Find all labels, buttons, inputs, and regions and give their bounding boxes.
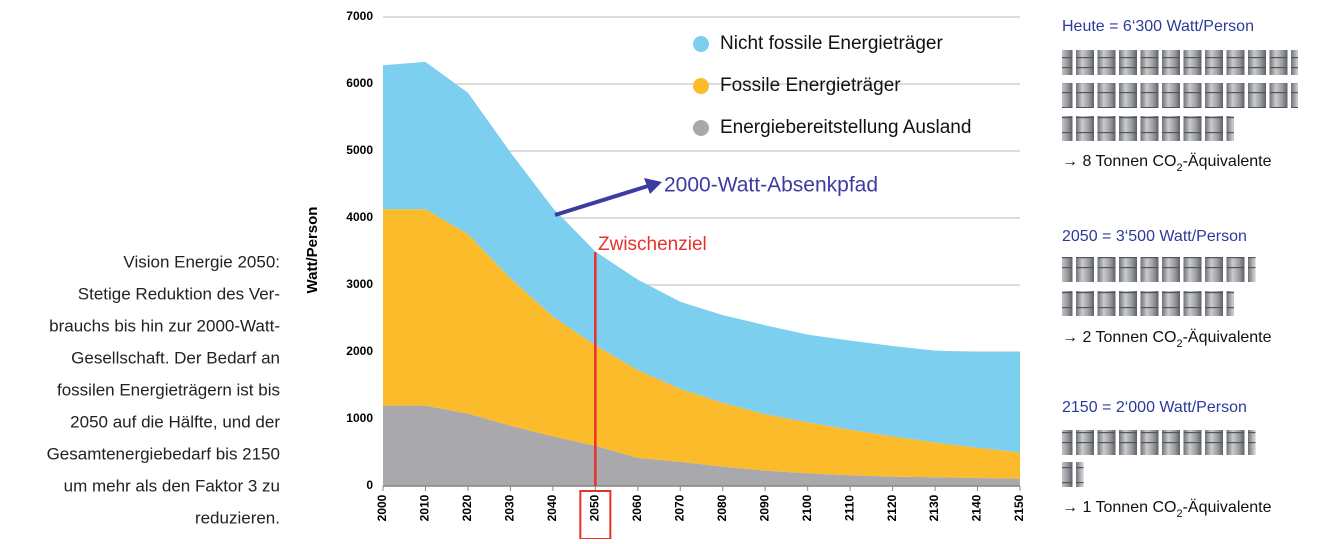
x-tick-label: 2090 (757, 494, 771, 521)
caption-line: um mehr als den Faktor 3 zu (64, 476, 280, 495)
result-suffix: -Äquivalente (1183, 328, 1272, 346)
panel-title: 2050 = 3‘500 Watt/Person (1062, 228, 1247, 245)
x-tick-label: 2140 (970, 494, 984, 521)
result-sub: 2 (1176, 162, 1182, 174)
caption-line: Gesellschaft. Der Bedarf an (71, 348, 280, 367)
legend-label: Nicht fossile Energieträger (720, 33, 943, 54)
y-axis-label: Watt/Person (304, 207, 321, 294)
x-tick-label: 2010 (418, 494, 432, 521)
barrels (1062, 291, 1234, 316)
barrels (1062, 50, 1298, 75)
panel-result: → 2 Tonnen CO2-Äquivalente (1062, 328, 1272, 350)
area (383, 209, 1020, 479)
panels: Heute = 6‘300 Watt/Person→ 8 Tonnen CO2-… (1062, 18, 1298, 520)
result-suffix: -Äquivalente (1183, 152, 1272, 170)
result-prefix: → 8 Tonnen CO (1062, 153, 1176, 170)
area (383, 61, 1020, 453)
caption-line: Stetige Reduktion des Ver- (78, 284, 280, 303)
result-suffix: -Äquivalente (1183, 498, 1272, 516)
caption-line: Gesamtenergiebedarf bis 2150 (47, 444, 280, 463)
x-tick-label: 2100 (800, 494, 814, 521)
area (383, 405, 1020, 486)
y-tick-label: 6000 (346, 76, 373, 90)
annotation: 2000-Watt-Absenkpfad (664, 174, 878, 197)
legend-label: Energiebereitstellung Ausland (720, 117, 971, 138)
x-tick-label: 2060 (630, 494, 644, 521)
x-tick-label: 2080 (715, 494, 729, 521)
result-prefix: → 1 Tonnen CO (1062, 499, 1176, 516)
result-prefix: → 2 Tonnen CO (1062, 329, 1176, 346)
result-sub: 2 (1176, 508, 1182, 520)
caption-line: Vision Energie 2050: (123, 252, 280, 271)
panel-title: 2150 = 2‘000 Watt/Person (1062, 399, 1247, 416)
y-tick-label: 4000 (346, 210, 373, 224)
annotation: Zwischenziel (598, 234, 707, 255)
barrels (1062, 430, 1256, 455)
caption-line: brauchs bis hin zur 2000-Watt- (49, 316, 280, 335)
panel-title: Heute = 6‘300 Watt/Person (1062, 18, 1254, 35)
x-tick-label: 2030 (503, 494, 517, 521)
panel-result: → 1 Tonnen CO2-Äquivalente (1062, 498, 1272, 520)
caption-line: fossilen Energieträgern ist bis (57, 380, 280, 399)
x-tick-label: 2110 (842, 495, 856, 521)
arrow (554, 184, 649, 217)
y-tick-label: 3000 (346, 277, 373, 291)
x-tick-label: 2150 (1012, 494, 1026, 521)
barrels (1062, 83, 1298, 108)
y-tick-label: 1000 (346, 411, 373, 425)
arrow-head (644, 178, 662, 194)
barrels (1062, 116, 1234, 141)
x-tick-label: 2040 (545, 494, 559, 521)
legend-marker (693, 120, 709, 136)
y-tick-label: 5000 (346, 143, 373, 157)
barrels (1062, 462, 1084, 487)
legend-label: Fossile Energieträger (720, 75, 901, 96)
y-tick-label: 0 (366, 478, 373, 492)
caption-line: 2050 auf die Hälfte, und der (70, 412, 280, 431)
y-tick-label: 7000 (346, 9, 373, 23)
caption-line: reduzieren. (195, 508, 280, 527)
x-tick-label: 2000 (375, 494, 389, 521)
x-tick-label: 2130 (927, 494, 941, 521)
x-tick-label: 2120 (885, 494, 899, 521)
legend-marker (693, 36, 709, 52)
x-tick-label: 2070 (672, 494, 686, 521)
caption: Vision Energie 2050: Stetige Reduktion de… (47, 252, 281, 527)
barrels (1062, 257, 1256, 282)
chart: 0 1000 2000 3000 4000 5000 6000 7000 2000 2010 202… (346, 9, 1026, 540)
legend-marker (693, 78, 709, 94)
x-tick-label: 2050 (588, 494, 602, 521)
x-tick-label: 2020 (460, 494, 474, 521)
y-tick-label: 2000 (346, 344, 373, 358)
panel-result: → 8 Tonnen CO2-Äquivalente (1062, 152, 1272, 174)
result-sub: 2 (1176, 338, 1182, 350)
